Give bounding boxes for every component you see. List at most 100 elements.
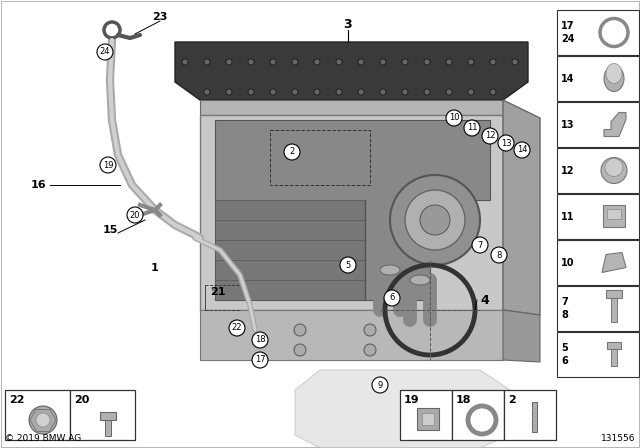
Text: 3: 3 (344, 18, 352, 31)
Polygon shape (200, 115, 503, 310)
Bar (557, 240, 639, 285)
Circle shape (372, 377, 388, 393)
Text: 2: 2 (289, 147, 294, 156)
Circle shape (512, 59, 518, 65)
Circle shape (424, 89, 430, 95)
Ellipse shape (410, 275, 430, 285)
Bar (607, 210, 621, 220)
Circle shape (127, 207, 143, 223)
Polygon shape (295, 370, 510, 448)
Bar (557, 56, 639, 101)
Bar (105, 420, 111, 436)
Circle shape (446, 110, 462, 126)
Circle shape (424, 59, 430, 65)
Text: 12: 12 (561, 165, 575, 176)
Polygon shape (503, 100, 540, 315)
Circle shape (292, 89, 298, 95)
Polygon shape (604, 112, 626, 137)
Text: 1: 1 (151, 263, 159, 273)
Circle shape (229, 320, 245, 336)
Ellipse shape (606, 64, 622, 83)
Circle shape (482, 128, 498, 144)
Text: 12: 12 (484, 132, 495, 141)
Circle shape (292, 59, 298, 65)
Circle shape (36, 413, 50, 427)
Circle shape (402, 59, 408, 65)
Circle shape (29, 406, 57, 434)
Bar (557, 194, 639, 239)
Circle shape (380, 89, 386, 95)
Text: 9: 9 (378, 380, 383, 389)
Text: 14: 14 (516, 146, 527, 155)
Bar (417, 408, 439, 430)
Text: 22: 22 (232, 323, 243, 332)
Polygon shape (215, 120, 490, 300)
Bar (557, 102, 639, 147)
Circle shape (358, 89, 364, 95)
Polygon shape (200, 100, 503, 115)
Circle shape (294, 324, 306, 336)
Circle shape (402, 89, 408, 95)
Circle shape (446, 59, 452, 65)
Circle shape (336, 59, 342, 65)
Circle shape (340, 257, 356, 273)
Text: 8: 8 (496, 250, 502, 259)
Bar (452, 390, 504, 440)
Bar (557, 332, 639, 377)
Text: 20: 20 (130, 211, 140, 220)
Text: 18: 18 (255, 336, 266, 345)
Text: 11: 11 (467, 124, 477, 133)
Text: 19: 19 (404, 395, 420, 405)
Circle shape (468, 89, 474, 95)
Bar (607, 343, 621, 349)
Circle shape (336, 89, 342, 95)
Circle shape (384, 290, 400, 306)
Circle shape (468, 59, 474, 65)
Circle shape (490, 89, 496, 95)
Circle shape (364, 324, 376, 336)
Circle shape (514, 142, 530, 158)
Circle shape (498, 135, 514, 151)
Bar (5, 390, 70, 440)
Circle shape (420, 205, 450, 235)
Circle shape (472, 237, 488, 253)
Text: 16: 16 (30, 180, 46, 190)
Circle shape (314, 89, 320, 95)
Polygon shape (175, 42, 528, 100)
Bar (532, 402, 537, 432)
Polygon shape (602, 253, 626, 272)
Circle shape (100, 157, 116, 173)
Text: 10: 10 (449, 113, 460, 122)
Text: 4: 4 (481, 293, 490, 306)
Bar (422, 413, 434, 425)
Bar (611, 349, 617, 366)
Circle shape (390, 175, 480, 265)
Circle shape (294, 344, 306, 356)
Circle shape (380, 59, 386, 65)
Text: 11: 11 (561, 211, 575, 221)
Text: © 2019 BMW AG: © 2019 BMW AG (5, 434, 81, 443)
Circle shape (490, 59, 496, 65)
Text: 2: 2 (508, 395, 516, 405)
Text: 21: 21 (211, 287, 226, 297)
Text: 24: 24 (100, 47, 110, 56)
Circle shape (284, 144, 300, 160)
Text: 14: 14 (561, 73, 575, 83)
Circle shape (270, 59, 276, 65)
Circle shape (252, 332, 268, 348)
Circle shape (446, 89, 452, 95)
Circle shape (226, 89, 232, 95)
Circle shape (252, 352, 268, 368)
Text: 7
8: 7 8 (561, 297, 568, 320)
Bar (70, 390, 135, 440)
Circle shape (248, 59, 254, 65)
Circle shape (601, 158, 627, 184)
Bar (606, 290, 622, 298)
Text: 17: 17 (255, 356, 266, 365)
Circle shape (314, 59, 320, 65)
Text: 20: 20 (74, 395, 90, 405)
Circle shape (182, 59, 188, 65)
Circle shape (605, 159, 623, 177)
Text: 18: 18 (456, 395, 472, 405)
Bar (504, 390, 556, 440)
